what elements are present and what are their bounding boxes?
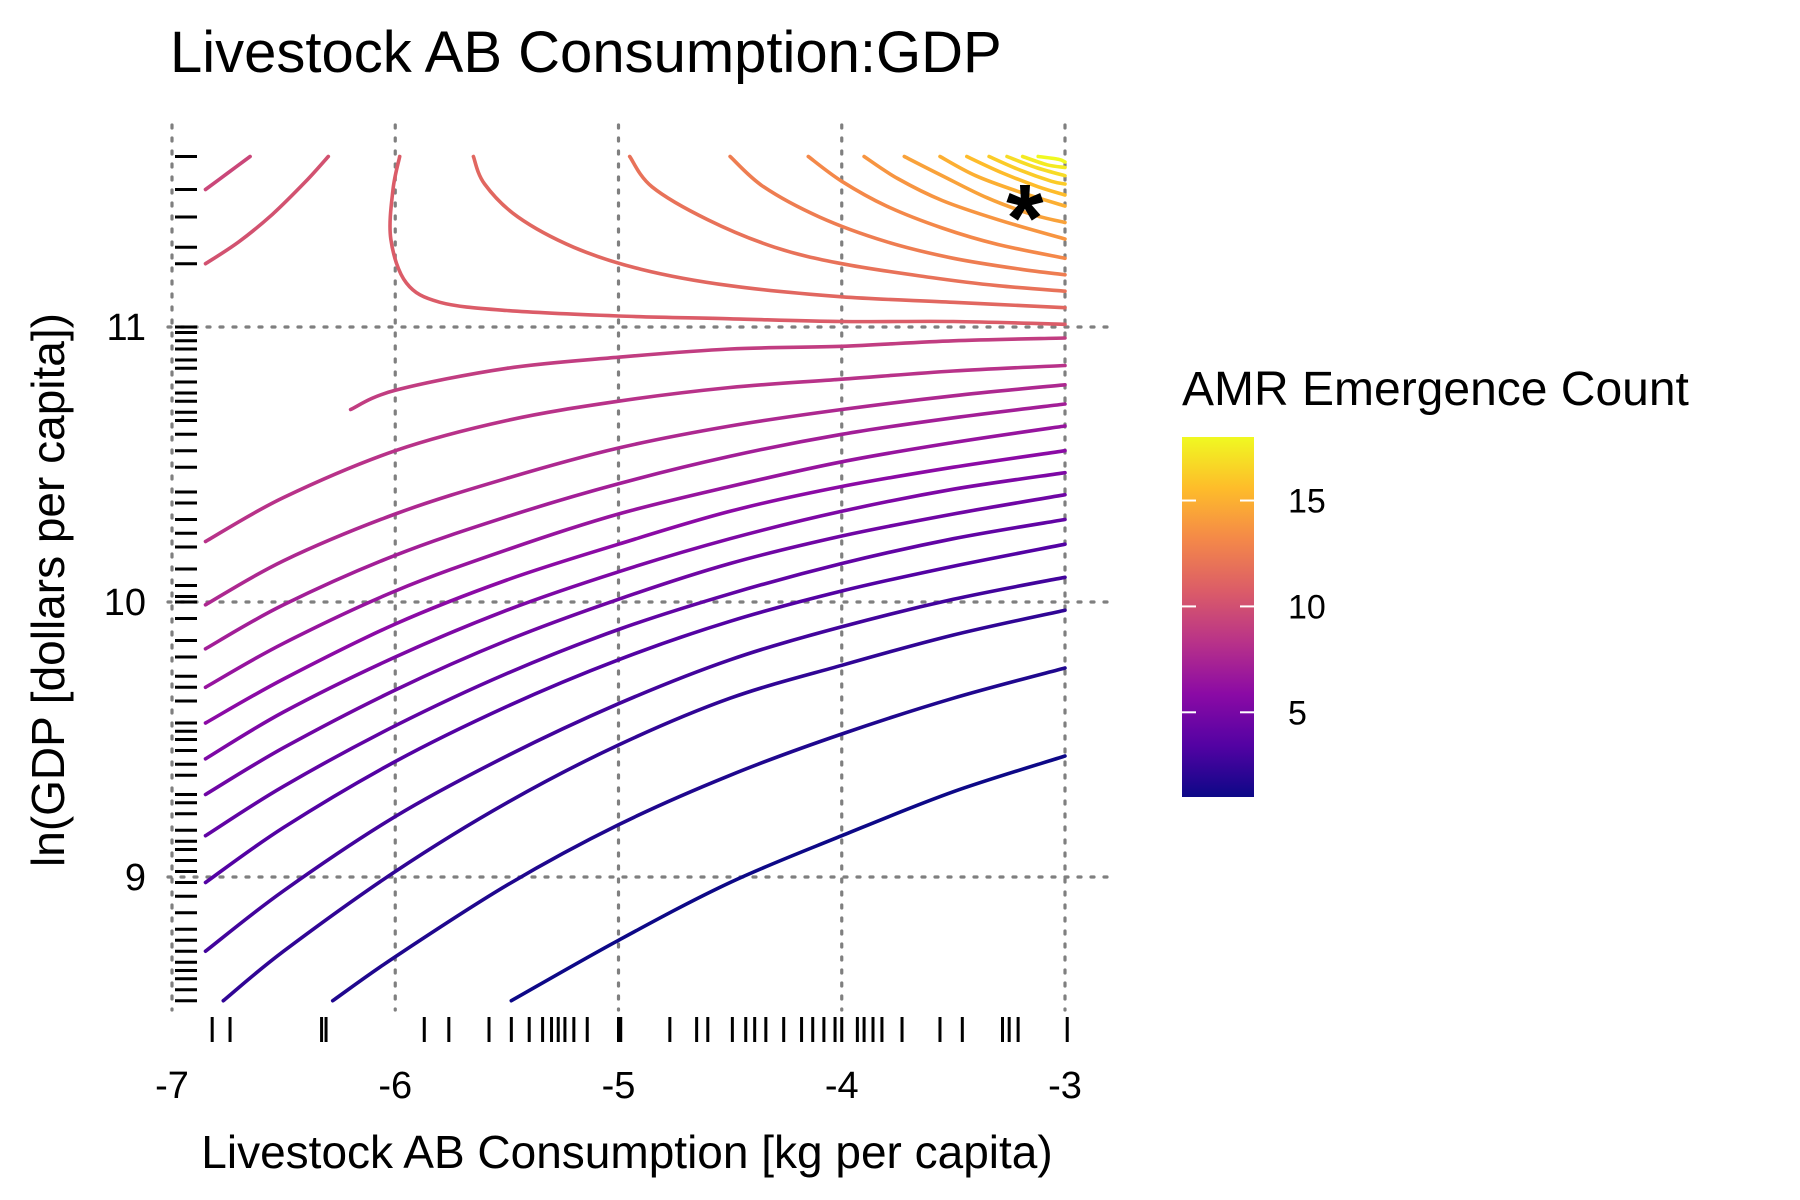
chart-title: Livestock AB Consumption:GDP: [170, 20, 1002, 85]
color-legend: AMR Emergence Count 5 10 15: [1182, 363, 1689, 797]
contour-line-level-21: [806, 154, 1067, 261]
y-tick-label: 11: [107, 307, 146, 349]
contour-line-level-2: [330, 666, 1067, 1003]
contour-line-level-4: [203, 575, 1067, 953]
contour-line-level-24: [938, 154, 1067, 208]
y-axis-label: ln(GDP [dollars per capita]): [22, 313, 74, 867]
legend-colorbar: [1182, 437, 1254, 797]
contour-line-level-20: [728, 154, 1067, 277]
x-tick-label: -3: [1048, 1065, 1082, 1107]
contour-line-level-26: [987, 154, 1067, 186]
x-tick-label: -4: [825, 1065, 859, 1107]
contour-line-level-29: [1036, 154, 1067, 164]
contour-line-level-14: [348, 336, 1067, 412]
contour-line-level-15: [203, 154, 252, 192]
legend-tick-label: 10: [1288, 588, 1326, 626]
contour-line-level-12: [203, 383, 1067, 607]
contour-line-level-6: [203, 517, 1067, 838]
contour-line-level-10: [203, 424, 1067, 690]
contour-line-level-3: [221, 608, 1067, 1003]
contour-line-level-1: [509, 754, 1067, 1003]
contour-line-level-5: [203, 542, 1067, 885]
contour-line-level-22: [862, 154, 1067, 241]
x-tick-label: -7: [155, 1065, 189, 1107]
contour-line-level-23: [902, 154, 1067, 225]
contour-line-level-16: [203, 154, 331, 266]
legend-tick-label: 15: [1288, 483, 1326, 521]
contour-line-level-17: [388, 154, 1067, 327]
contour-line-level-28: [1020, 154, 1067, 170]
y-tick-label: 10: [104, 582, 146, 624]
grid-lines: [166, 123, 1114, 1012]
contour-line-level-18: [471, 154, 1067, 310]
highlight-star-marker: *: [1006, 165, 1044, 272]
axis-ticks: -7 -6 -5 -4 -3 9 10 11: [104, 307, 1082, 1107]
contour-line-level-9: [203, 448, 1067, 725]
x-axis-label: Livestock AB Consumption [kg per capita): [201, 1126, 1052, 1178]
contour-line-level-19: [627, 154, 1067, 293]
contour-line-level-25: [965, 154, 1067, 197]
legend-ticks: 5 10 15: [1182, 483, 1326, 732]
contour-line-level-8: [203, 470, 1067, 761]
contour-line-level-27: [1005, 154, 1067, 178]
x-tick-label: -5: [602, 1065, 636, 1107]
contour-line-level-7: [203, 492, 1067, 797]
contour-lines: [203, 154, 1067, 1003]
contour-line-level-13: [203, 363, 1067, 544]
rug-marks: [175, 155, 1069, 1042]
legend-tick-label: 5: [1288, 694, 1307, 732]
x-tick-label: -6: [378, 1065, 412, 1107]
contour-line-level-11: [203, 402, 1067, 651]
y-tick-label: 9: [125, 857, 146, 899]
legend-title: AMR Emergence Count: [1182, 363, 1689, 416]
